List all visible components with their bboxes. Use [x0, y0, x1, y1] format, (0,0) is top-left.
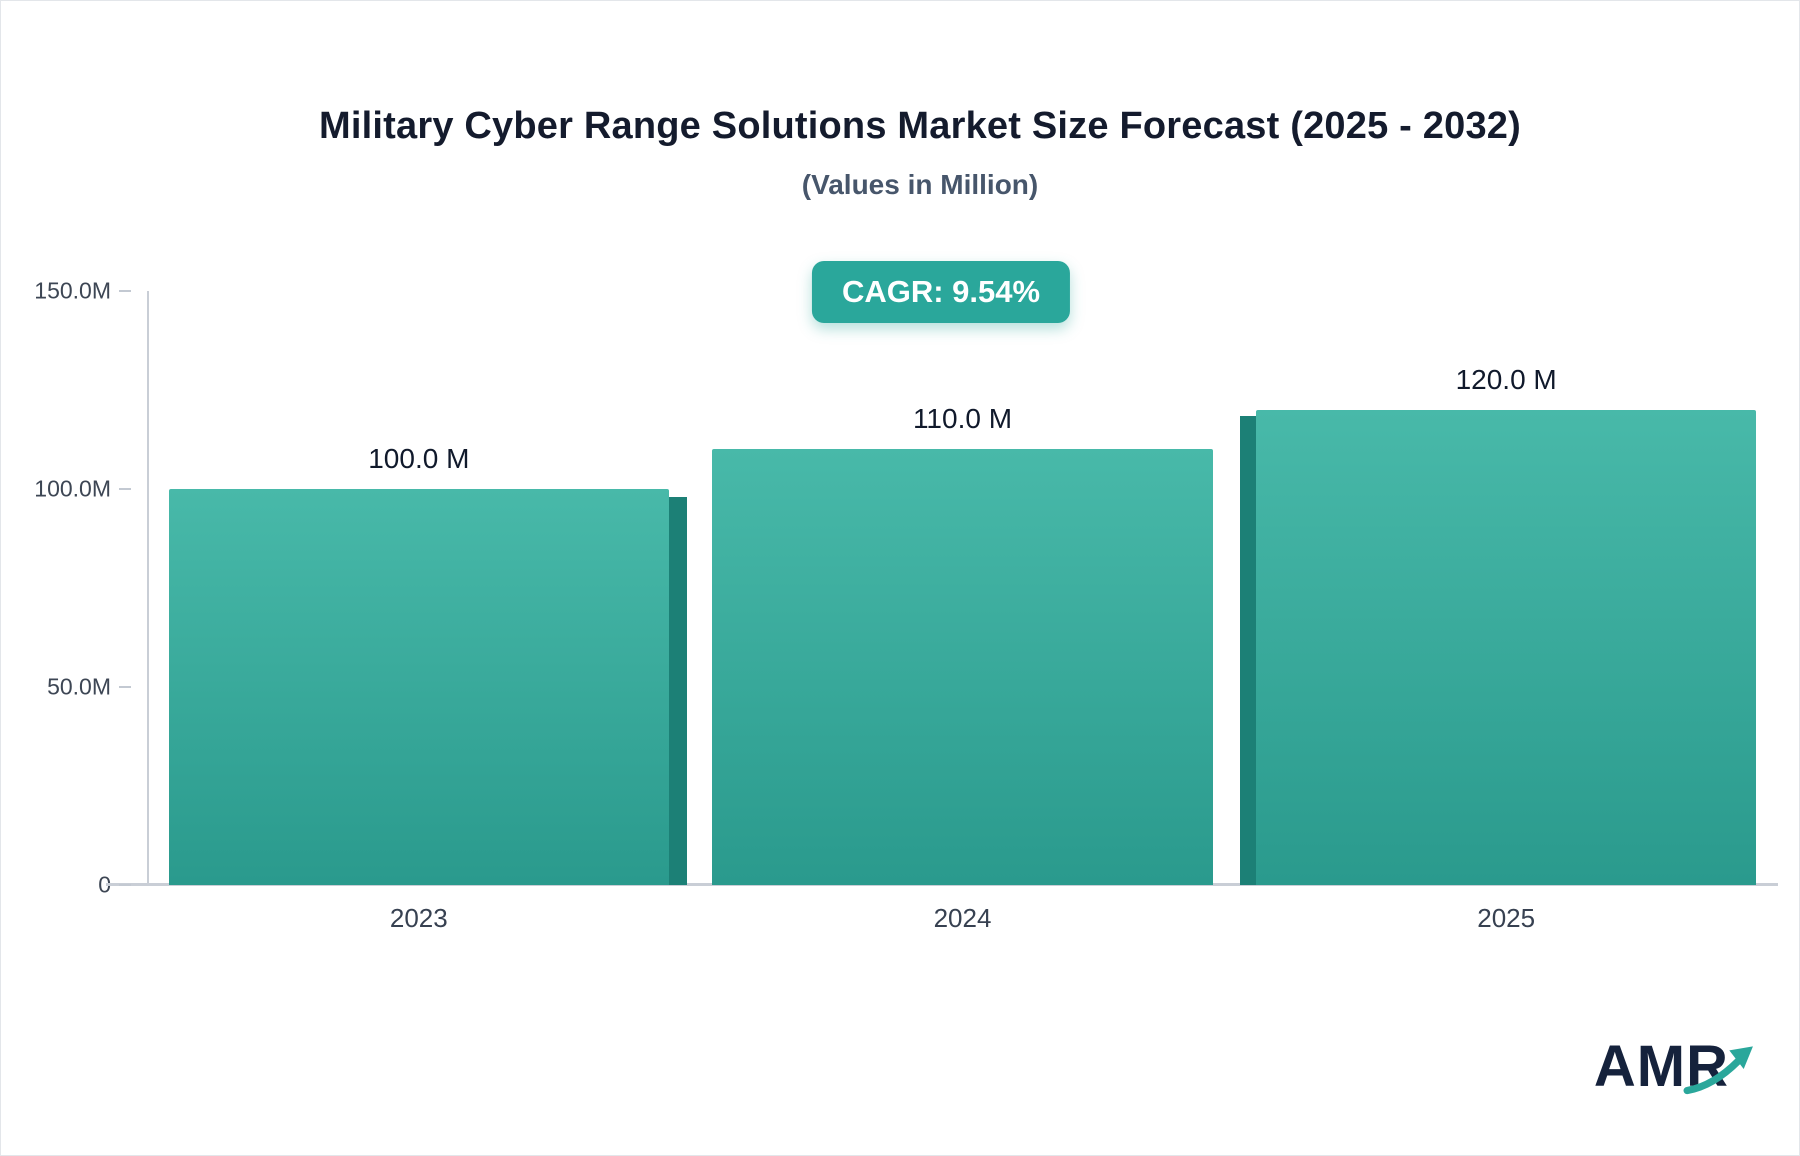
bar-3d-side	[1240, 415, 1257, 885]
arrow-up-right-icon	[1683, 1046, 1753, 1095]
y-axis-tick-label: 100.0M	[34, 475, 111, 502]
bar-2025	[1256, 409, 1757, 885]
y-axis-tick-label: 50.0M	[47, 673, 111, 700]
chart-subtitle: (Values in Million)	[801, 169, 1039, 200]
amr-logo: AMR	[1594, 1033, 1753, 1103]
bar-2024	[712, 449, 1213, 885]
y-axis-tick-label: 150.0M	[34, 277, 111, 304]
y-axis-tick-mark	[119, 686, 131, 688]
plot-area: 100.0 M 2023 110.0 M 2024 120.0 M 2025	[147, 291, 1778, 933]
x-axis-label: 2023	[389, 903, 448, 933]
y-axis-tick-mark	[119, 290, 131, 292]
x-axis-label: 2024	[933, 903, 992, 933]
y-axis: 150.0M 100.0M 50.0M 0	[1, 278, 111, 898]
chart-title: Military Cyber Range Solutions Market Si…	[319, 105, 1521, 147]
y-axis-tick-label: 0	[98, 871, 111, 898]
bar-value-label: 110.0 M	[912, 403, 1013, 435]
bar-value-label: 120.0 M	[1455, 363, 1557, 395]
y-axis-tick-mark	[119, 488, 131, 490]
bar-2023	[168, 489, 669, 885]
bar-value-label: 100.0 M	[368, 443, 470, 474]
bar-3d-side	[668, 497, 687, 885]
y-axis-tick-mark	[119, 884, 131, 886]
bar-chart: 150.0M 100.0M 50.0M 0 100.0 M 2023 110.0 M 202…	[1, 278, 1799, 991]
y-axis-line	[147, 291, 149, 885]
x-axis-label: 2025	[1477, 903, 1536, 933]
cagr-badge: CAGR: 9.54%	[811, 261, 1071, 323]
